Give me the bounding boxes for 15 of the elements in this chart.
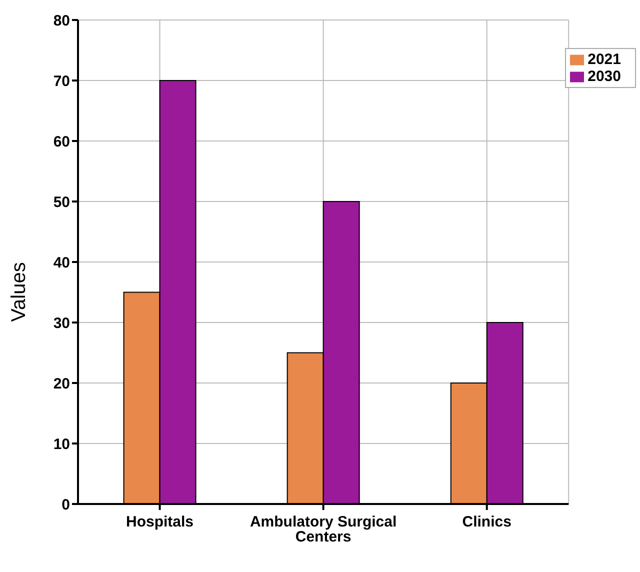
y-tick-label: 80 (53, 12, 70, 30)
y-tick-label: 60 (53, 133, 70, 150)
x-tick-label: Hospitals (126, 514, 194, 531)
x-tick-label: Clinics (462, 514, 512, 531)
y-tick-label: 30 (53, 314, 70, 332)
y-tick-label: 40 (53, 254, 70, 272)
legend-label: 2021 (588, 51, 621, 68)
y-tick-label: 70 (53, 72, 70, 90)
y-tick-label: 10 (53, 436, 70, 453)
y-tick-label: 20 (53, 375, 70, 392)
y-tick-label: 50 (53, 194, 70, 211)
x-tick-label: Ambulatory Surgical Centers (250, 514, 397, 546)
legend-label: 2030 (588, 68, 621, 85)
y-axis-title: Values (8, 262, 30, 322)
y-tick-label: 0 (62, 496, 70, 514)
